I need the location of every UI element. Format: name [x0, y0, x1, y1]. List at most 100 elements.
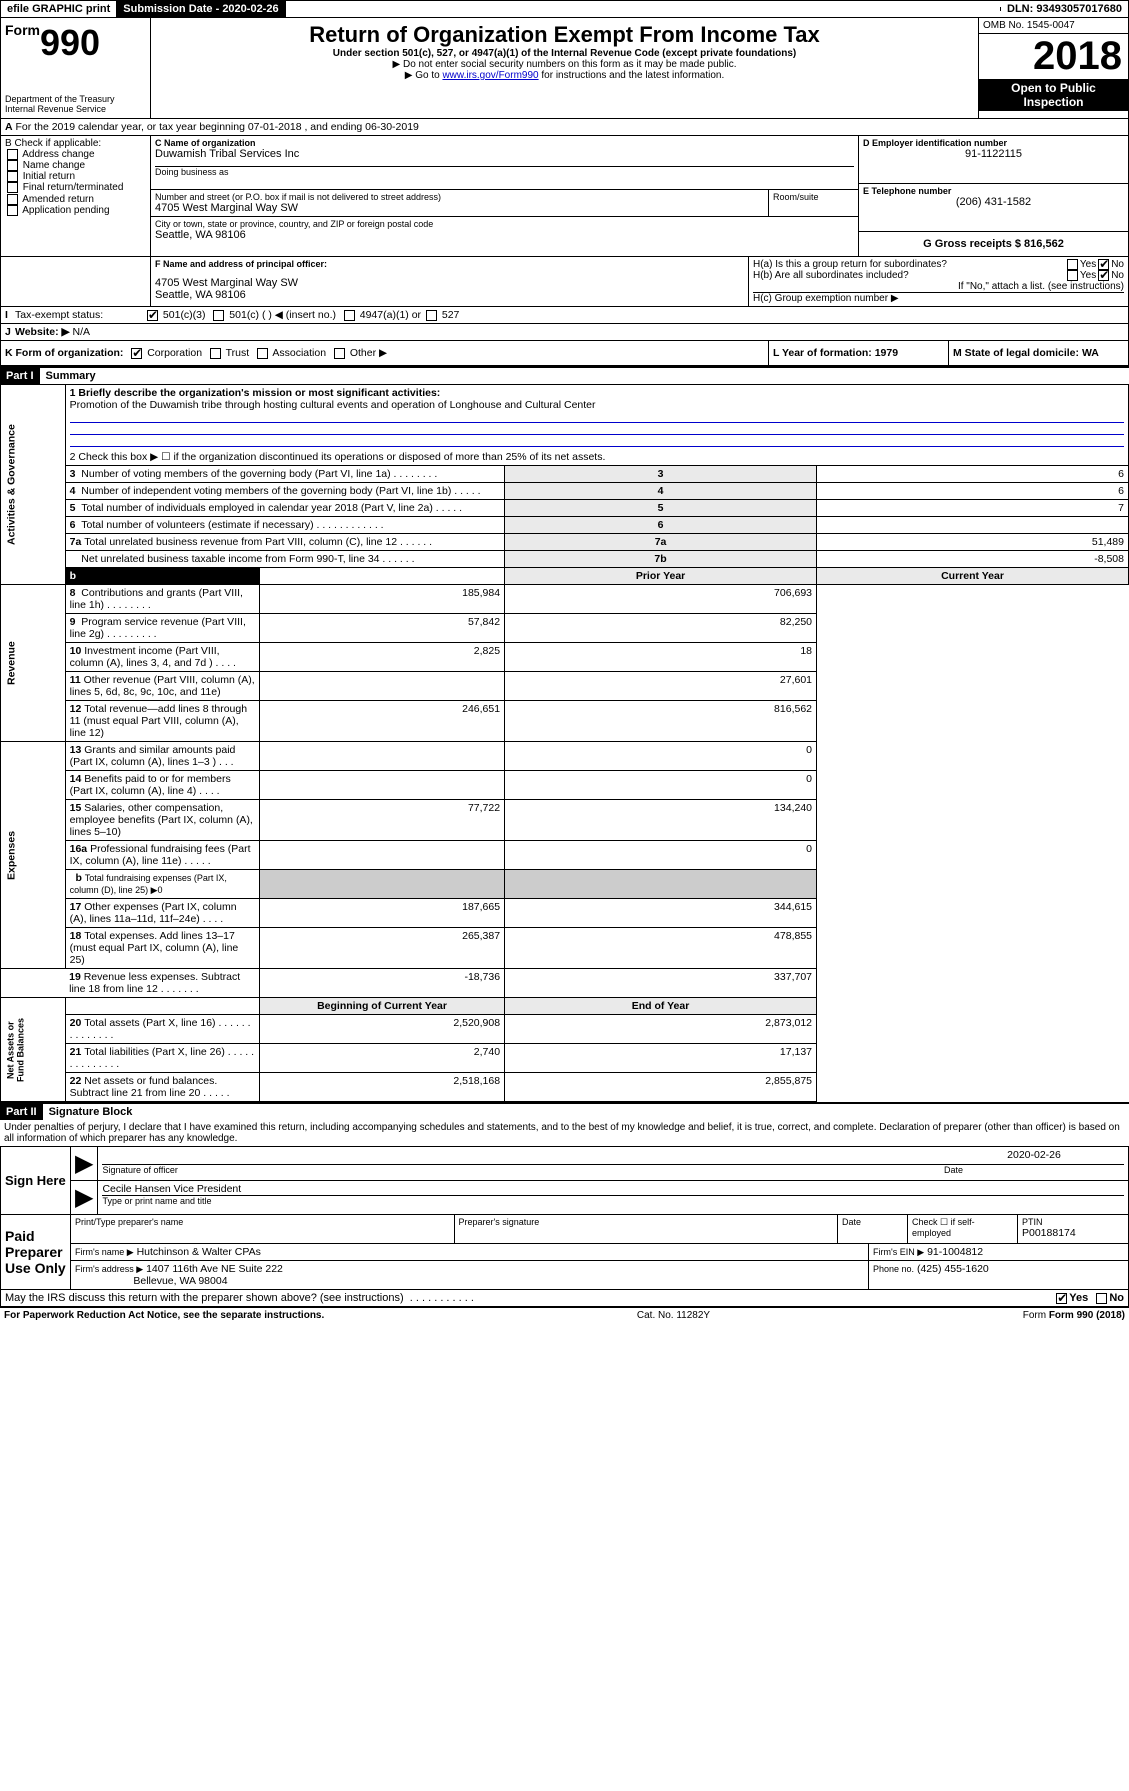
chk-trust[interactable]: Trust	[208, 347, 249, 359]
self-employed-check[interactable]: Check ☐ if self-employed	[908, 1215, 1018, 1243]
col-header-row: bPrior YearCurrent Year	[1, 568, 1129, 585]
dln-label: DLN: 93493057017680	[1001, 1, 1128, 17]
table-row: 17 Other expenses (Part IX, column (A), …	[1, 899, 1129, 928]
line-k: K Form of organization: Corporation Trus…	[1, 341, 768, 365]
sign-arrow-icon: ▶	[71, 1147, 98, 1181]
chk-other[interactable]: Other ▶	[332, 347, 387, 359]
line-klm: K Form of organization: Corporation Trus…	[0, 341, 1129, 366]
sig-officer-label: Signature of officer	[102, 1165, 944, 1175]
chk-name-change[interactable]: Name change	[5, 160, 146, 171]
return-title: Return of Organization Exempt From Incom…	[155, 22, 974, 48]
omb-label: OMB No. 1545-0047	[979, 18, 1128, 34]
dept-label: Department of the Treasury Internal Reve…	[5, 94, 146, 114]
entity-block: B Check if applicable: Address change Na…	[0, 136, 1129, 257]
officer-addr1: 4705 West Marginal Way SW	[155, 277, 744, 289]
box-b: B Check if applicable: Address change Na…	[1, 136, 151, 256]
h-a-label: H(a) Is this a group return for subordin…	[753, 259, 1065, 270]
phone-value: (206) 431-1582	[863, 196, 1124, 208]
firm-addr-label: Firm's address ▶	[75, 1264, 143, 1274]
chk-amended-return[interactable]: Amended return	[5, 194, 146, 205]
table-row: 7a Total unrelated business revenue from…	[1, 534, 1129, 551]
table-row: 9 Program service revenue (Part VIII, li…	[1, 614, 1129, 643]
part1-badge: Part I	[0, 368, 40, 384]
sign-date: 2020-02-26	[944, 1149, 1124, 1165]
part2-title: Signature Block	[43, 1104, 139, 1120]
chk-527[interactable]: 527	[424, 309, 459, 321]
form-id-cell: Form990 Department of the Treasury Inter…	[1, 18, 151, 118]
chk-assoc[interactable]: Association	[255, 347, 326, 359]
table-row: 4 Number of independent voting members o…	[1, 483, 1129, 500]
chk-final-return[interactable]: Final return/terminated	[5, 182, 146, 193]
h-a-yes[interactable]: Yes	[1065, 259, 1096, 270]
chk-initial-return[interactable]: Initial return	[5, 171, 146, 182]
firm-name-label: Firm's name ▶	[75, 1247, 134, 1257]
org-name: Duwamish Tribal Services Inc	[155, 148, 854, 160]
sign-here-label: Sign Here	[1, 1147, 71, 1215]
line1-text: Promotion of the Duwamish tribe through …	[70, 399, 1124, 411]
sign-arrow-icon: ▶	[71, 1181, 98, 1215]
city-state-zip: Seattle, WA 98106	[155, 229, 854, 241]
subtitle-2: ▶ Do not enter social security numbers o…	[155, 59, 974, 70]
table-row: b Total fundraising expenses (Part IX, c…	[1, 870, 1129, 899]
form-ref: Form Form 990 (2018)	[1023, 1310, 1125, 1321]
subtitle-3: ▶ Go to www.irs.gov/Form990 for instruct…	[155, 70, 974, 81]
form-header: Form990 Department of the Treasury Inter…	[0, 18, 1129, 119]
table-row: 10 Investment income (Part VIII, column …	[1, 643, 1129, 672]
table-row: 11 Other revenue (Part VIII, column (A),…	[1, 672, 1129, 701]
city-label: City or town, state or province, country…	[155, 219, 854, 229]
firm-addr2: Bellevue, WA 98004	[133, 1275, 227, 1287]
website-value: N/A	[72, 326, 90, 338]
chk-corp[interactable]: Corporation	[129, 347, 202, 359]
fh-block: F Name and address of principal officer:…	[0, 257, 1129, 307]
discuss-yes[interactable]: Yes	[1054, 1292, 1088, 1304]
website-label: Website: ▶	[15, 326, 70, 338]
irs-link[interactable]: www.irs.gov/Form990	[442, 70, 538, 81]
table-row: 14 Benefits paid to or for members (Part…	[1, 771, 1129, 800]
officer-signature-line[interactable]	[102, 1149, 944, 1165]
h-b-no[interactable]: No	[1096, 270, 1124, 281]
firm-name: Hutchinson & Walter CPAs	[137, 1246, 261, 1258]
ptin-label: PTIN	[1022, 1217, 1124, 1227]
street-address: 4705 West Marginal Way SW	[155, 202, 764, 214]
prep-sig-label: Preparer's signature	[459, 1217, 834, 1227]
box-f-label: F Name and address of principal officer:	[155, 259, 744, 269]
chk-501c[interactable]: 501(c) ( ) ◀ (insert no.)	[211, 309, 336, 321]
page-footer: For Paperwork Reduction Act Notice, see …	[0, 1307, 1129, 1323]
firm-phone-label: Phone no.	[873, 1264, 914, 1274]
officer-name-title: Cecile Hansen Vice President	[102, 1183, 1124, 1196]
ptin-value: P00188174	[1022, 1227, 1124, 1239]
chk-4947[interactable]: 4947(a)(1) or	[342, 309, 421, 321]
date-label: Date	[944, 1165, 1124, 1175]
table-row: 19 Revenue less expenses. Subtract line …	[1, 969, 1129, 998]
vert-net-assets: Net Assets or Fund Balances	[1, 998, 66, 1102]
chk-address-change[interactable]: Address change	[5, 149, 146, 160]
box-c: C Name of organization Duwamish Tribal S…	[151, 136, 858, 256]
top-bar: efile GRAPHIC print Submission Date - 20…	[0, 0, 1129, 18]
firm-phone: (425) 455-1620	[917, 1263, 989, 1275]
form-990-title: Form990	[5, 22, 146, 64]
room-suite-label: Room/suite	[768, 190, 858, 216]
chk-application-pending[interactable]: Application pending	[5, 205, 146, 216]
part2-header: Part II Signature Block	[0, 1102, 1129, 1120]
chk-501c3[interactable]: 501(c)(3)	[145, 309, 206, 321]
discuss-label: May the IRS discuss this return with the…	[5, 1292, 1054, 1304]
h-note: If "No," attach a list. (see instruction…	[753, 281, 1124, 292]
line-i: I Tax-exempt status: 501(c)(3) 501(c) ( …	[0, 307, 1129, 324]
tax-exempt-label: Tax-exempt status:	[15, 309, 145, 321]
firm-ein-label: Firm's EIN ▶	[873, 1247, 924, 1257]
officer-addr2: Seattle, WA 98106	[155, 289, 744, 301]
submission-date-button[interactable]: Submission Date - 2020-02-26	[117, 1, 285, 17]
discuss-no[interactable]: No	[1094, 1292, 1124, 1304]
governance-section: Activities & Governance 1 Briefly descri…	[1, 385, 1129, 450]
h-b-yes[interactable]: Yes	[1065, 270, 1096, 281]
box-deg: D Employer identification number 91-1122…	[858, 136, 1128, 256]
open-public-badge: Open to Public Inspection	[979, 79, 1128, 111]
vert-governance: Activities & Governance	[1, 385, 66, 585]
prep-name-label: Print/Type preparer's name	[75, 1217, 450, 1227]
part1-header: Part I Summary	[0, 366, 1129, 384]
line1-label: 1 Briefly describe the organization's mi…	[70, 387, 1124, 399]
box-d-label: D Employer identification number	[863, 138, 1124, 148]
line-a-tax-year: A For the 2019 calendar year, or tax yea…	[0, 119, 1129, 136]
addr-label: Number and street (or P.O. box if mail i…	[155, 192, 764, 202]
year-cell: OMB No. 1545-0047 2018 Open to Public In…	[978, 18, 1128, 118]
